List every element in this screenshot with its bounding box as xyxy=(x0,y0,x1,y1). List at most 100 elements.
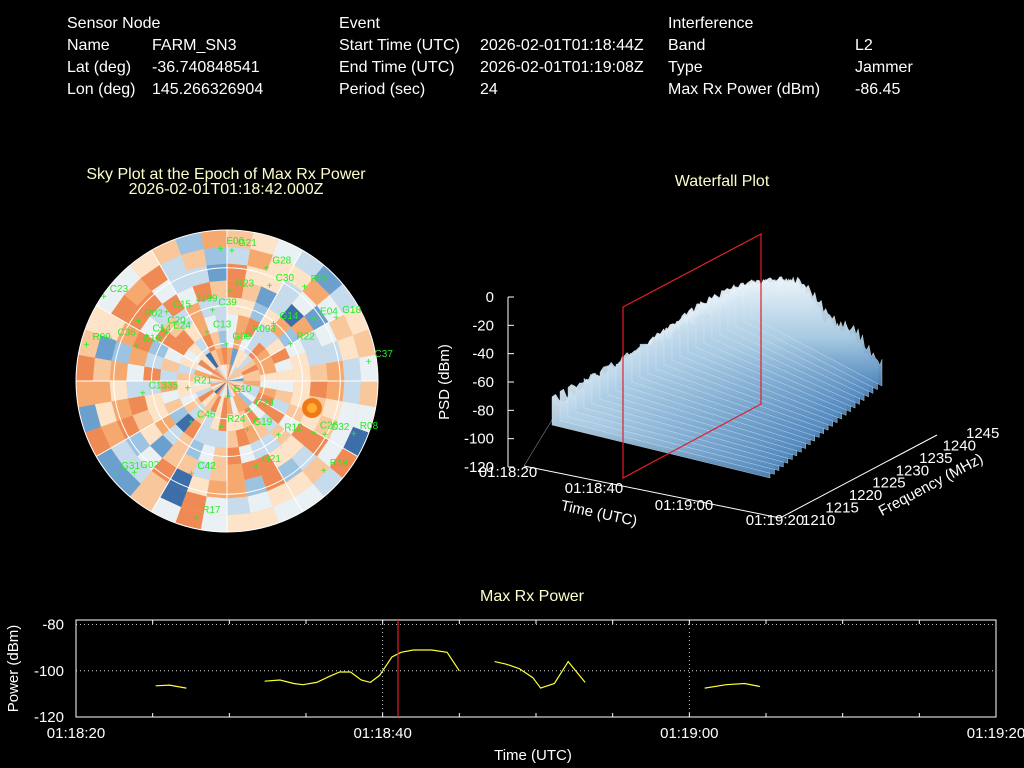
satellite-label: R02 xyxy=(144,308,163,319)
satellite-plus: + xyxy=(246,406,252,417)
satellite-label: C39 xyxy=(218,298,237,309)
satellite-marker: +R02 xyxy=(135,308,163,327)
chart-y-axis-label: Power (dBm) xyxy=(5,625,22,713)
sky-plot-grid xyxy=(75,229,379,533)
satellite-label: G21 xyxy=(262,454,281,465)
band-label: Band xyxy=(668,37,706,54)
power-series-segment xyxy=(264,649,460,686)
satellite-label: C37 xyxy=(375,349,394,360)
chart-y-tick-label: -120 xyxy=(34,709,64,726)
satellite-marker: +E04 xyxy=(311,307,338,326)
satellite-label: C23 xyxy=(110,284,129,295)
satellite-plus: + xyxy=(244,425,250,436)
satellite-marker: +R18 xyxy=(321,458,349,477)
frequency-tick-label: 1245 xyxy=(966,425,999,442)
satellite-label: R22 xyxy=(311,274,330,285)
satellite-label: C42 xyxy=(197,461,216,472)
satellite-marker: +R12 xyxy=(275,422,303,441)
frequency-tick-label: 1220 xyxy=(849,487,882,504)
chart-y-tick-label: -100 xyxy=(34,663,64,680)
satellite-marker: +C15 xyxy=(164,300,192,319)
satellite-label: C36 xyxy=(117,328,136,339)
psd-tick-label: 0 xyxy=(486,289,494,306)
waterfall-title: Waterfall Plot xyxy=(674,173,770,190)
sensor-name-label: Name xyxy=(67,37,110,54)
satellite-plus: + xyxy=(164,328,170,339)
satellite-label: R12 xyxy=(284,422,303,433)
satellite-label: G28 xyxy=(272,255,291,266)
satellite-plus: + xyxy=(140,389,146,400)
waterfall-surface xyxy=(551,276,883,479)
chart-y-tick-label: -80 xyxy=(42,617,64,634)
satellite-label: R08 xyxy=(360,421,379,432)
satellite-plus: + xyxy=(188,417,194,428)
satellite-plus: + xyxy=(135,316,141,327)
satellite-marker: +G18 xyxy=(333,305,361,324)
satellite-marker: +G28 xyxy=(263,255,291,274)
satellite-label: G31 xyxy=(121,461,140,472)
satellite-marker: +G14 xyxy=(271,311,299,330)
satellite-plus: + xyxy=(229,246,235,257)
psd-axis-label: PSD (dBm) xyxy=(436,344,453,420)
time-tick-label: 01:18:40 xyxy=(565,480,623,497)
satellite-label: C15 xyxy=(173,300,192,311)
start-time-value: 2026-02-01T01:18:44Z xyxy=(480,37,644,54)
chart-x-tick-label: 01:18:20 xyxy=(47,725,105,742)
time-tick-label: 01:18:20 xyxy=(479,464,537,481)
satellite-plus: + xyxy=(185,384,191,395)
satellite-label: G21 xyxy=(238,238,257,249)
chart-series xyxy=(155,649,761,689)
satellite-marker: +C32 xyxy=(322,422,350,441)
satellite-plus: + xyxy=(333,313,339,324)
satellite-label: C14 xyxy=(153,324,172,335)
satellite-plus: + xyxy=(311,315,317,326)
satellite-marker: +C20 xyxy=(158,316,186,335)
satellite-plus: + xyxy=(267,281,273,292)
psd-tick-label: -20 xyxy=(472,317,494,334)
satellite-plus: + xyxy=(302,282,308,293)
time-tick-label: 01:19:20 xyxy=(746,512,804,529)
satellite-plus: + xyxy=(243,332,249,343)
satellite-marker: +E24 xyxy=(164,320,191,339)
satellite-plus: + xyxy=(204,327,210,338)
satellite-plus: + xyxy=(351,429,357,440)
period-value: 24 xyxy=(480,81,498,98)
satellite-marker: +G21 xyxy=(229,238,257,257)
satellite-label: E10 xyxy=(234,384,252,395)
satellite-label: R22 xyxy=(296,331,315,342)
satellite-marker: +R24 xyxy=(218,414,246,433)
chart-x-tick-label: 01:18:40 xyxy=(353,725,411,742)
sky-plot-satellites: +E06+G21+G28+R22+C30+E04+G18+C37+R23+J19… xyxy=(84,236,394,524)
frequency-tick-label: 1240 xyxy=(943,437,976,454)
end-time-label: End Time (UTC) xyxy=(339,59,455,76)
satellite-label: C26 xyxy=(320,420,339,431)
satellite-plus: + xyxy=(275,430,281,441)
satellite-plus: + xyxy=(223,339,229,350)
satellite-marker: +R21 xyxy=(185,376,213,395)
satellite-label: G18 xyxy=(342,305,361,316)
satellite-marker: +R17 xyxy=(193,505,221,524)
satellite-marker: +R08 xyxy=(351,421,379,440)
satellite-plus: + xyxy=(321,466,327,477)
satellite-plus: + xyxy=(217,244,223,255)
frequency-tick-label: 1215 xyxy=(825,500,858,517)
satellite-plus: + xyxy=(322,430,328,441)
satellite-marker: +C23 xyxy=(101,284,129,303)
sky-plot-title: Sky Plot at the Epoch of Max Rx Power xyxy=(86,166,366,183)
satellite-label: C30 xyxy=(276,273,295,284)
satellite-label: R24 xyxy=(227,414,246,425)
satellite-marker: +C42 xyxy=(189,461,217,480)
satellite-plus: + xyxy=(263,263,269,274)
satellite-plus: + xyxy=(225,392,231,403)
psd-tick-label: -60 xyxy=(472,374,494,391)
satellite-marker: +C36 xyxy=(109,328,137,347)
period-label: Period (sec) xyxy=(339,81,426,98)
psd-tick-label: -80 xyxy=(472,402,494,419)
satellite-marker: +G09 xyxy=(223,331,251,350)
chart-x-tick-label: 01:19:20 xyxy=(967,725,1024,742)
band-value: L2 xyxy=(855,37,873,54)
satellite-plus: + xyxy=(366,357,372,368)
time-axis xyxy=(523,465,781,519)
lat-label: Lat (deg) xyxy=(67,59,132,76)
satellite-marker: +G02 xyxy=(131,460,159,479)
